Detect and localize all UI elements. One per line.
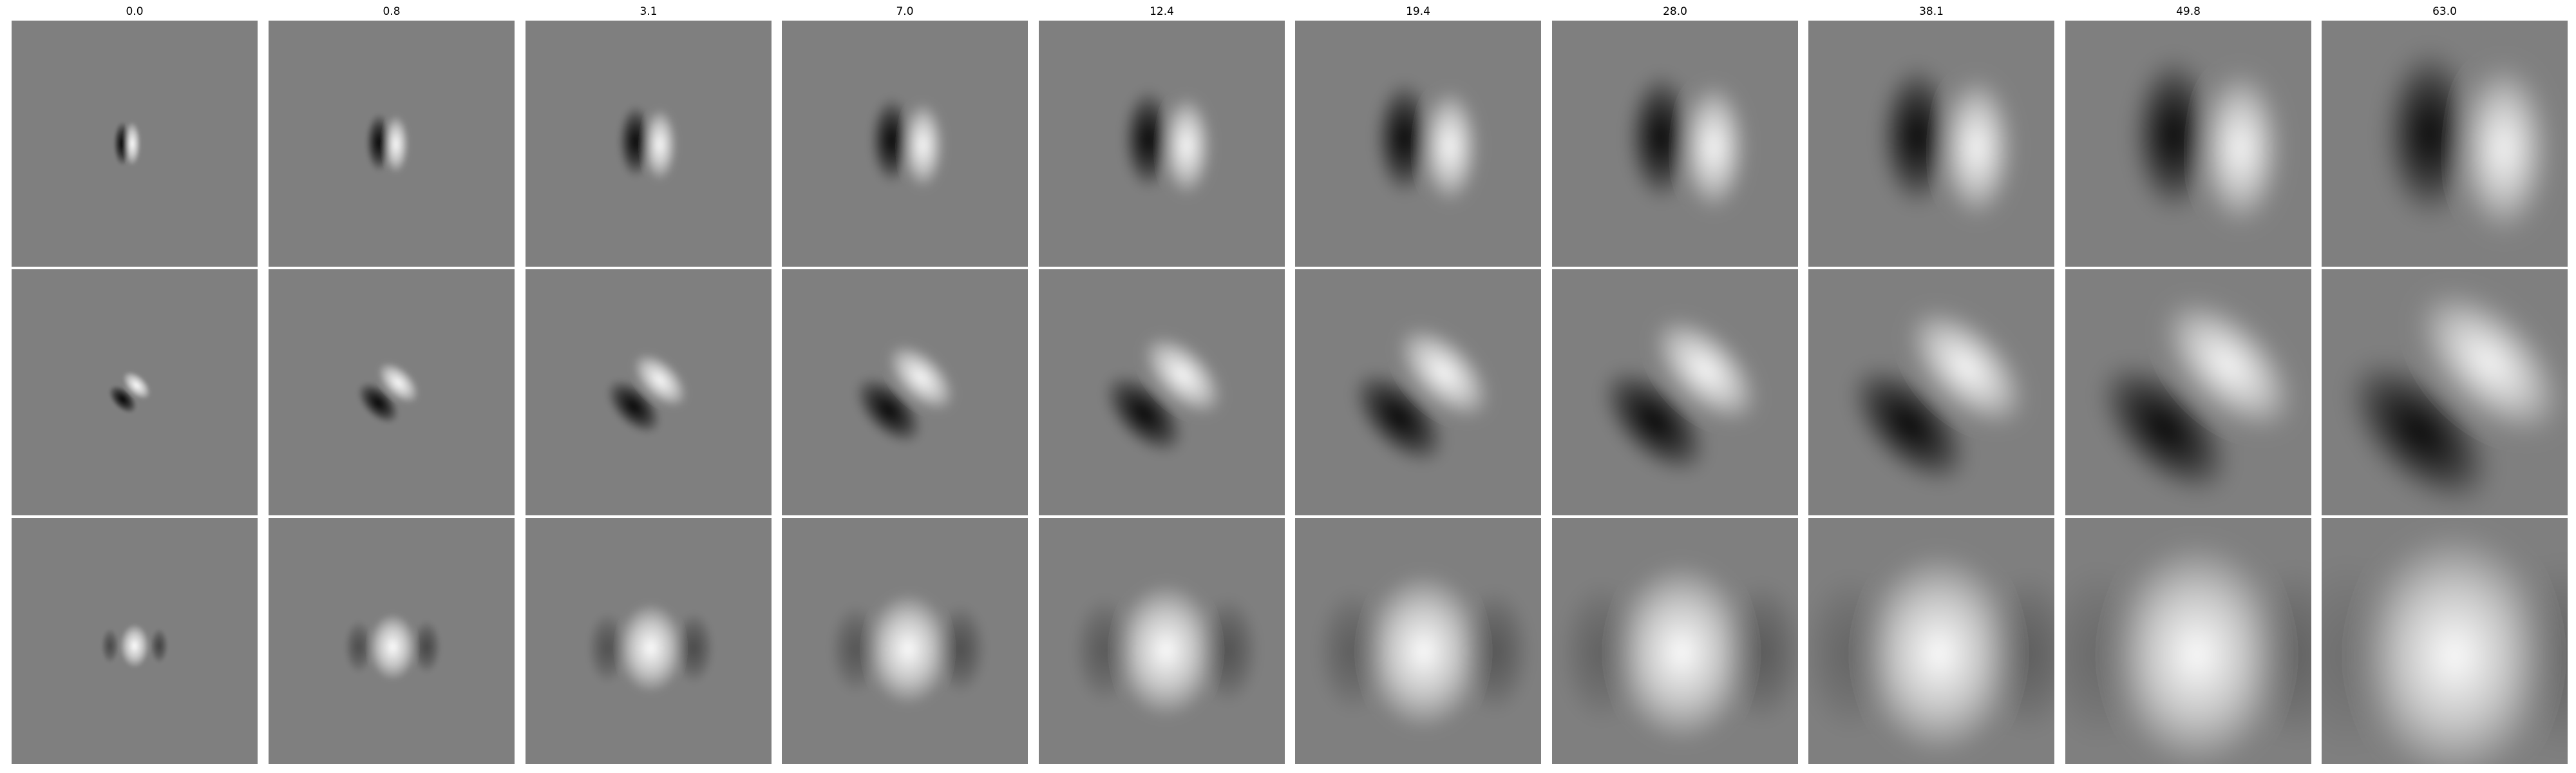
- filter-panel: [1039, 269, 1285, 515]
- filter-panel: [782, 269, 1028, 515]
- filter-panel: [1295, 269, 1541, 515]
- column-title: 3.1: [639, 5, 658, 18]
- filter-panel: [782, 518, 1028, 764]
- filter-panel: [12, 269, 258, 515]
- filter-panel: [526, 518, 772, 764]
- filter-panel: [269, 518, 515, 764]
- filter-panel: [2065, 21, 2311, 267]
- filter-panel: [1295, 21, 1541, 267]
- filter-panel: [2322, 269, 2568, 515]
- filter-panel: [269, 269, 515, 515]
- filter-panel: [269, 21, 515, 267]
- filter-panel: [12, 21, 258, 267]
- column-title: 38.1: [1919, 5, 1944, 18]
- column-title: 0.0: [126, 5, 144, 18]
- filter-panel: [1552, 21, 1798, 267]
- filter-panel: [1808, 518, 2054, 764]
- filter-panel: [12, 518, 258, 764]
- filter-panel: [1039, 518, 1285, 764]
- filter-panel: [1808, 21, 2054, 267]
- column-title: 28.0: [1663, 5, 1687, 18]
- filter-panel: [1295, 518, 1541, 764]
- column-title: 12.4: [1150, 5, 1174, 18]
- filter-panel: [2322, 518, 2568, 764]
- column-title: 49.8: [2176, 5, 2201, 18]
- column-title: 63.0: [2432, 5, 2457, 18]
- filter-panel: [2065, 269, 2311, 515]
- filter-panel: [782, 21, 1028, 267]
- filter-panel: [2065, 518, 2311, 764]
- column-title: 0.8: [383, 5, 401, 18]
- filter-panel: [526, 21, 772, 267]
- filter-panel: [1808, 269, 2054, 515]
- filter-panel: [2322, 21, 2568, 267]
- filter-panel: [1552, 518, 1798, 764]
- filter-panel: [1039, 21, 1285, 267]
- filter-panel: [1552, 269, 1798, 515]
- column-title: 19.4: [1406, 5, 1430, 18]
- column-title: 7.0: [896, 5, 914, 18]
- filter-panel: [526, 269, 772, 515]
